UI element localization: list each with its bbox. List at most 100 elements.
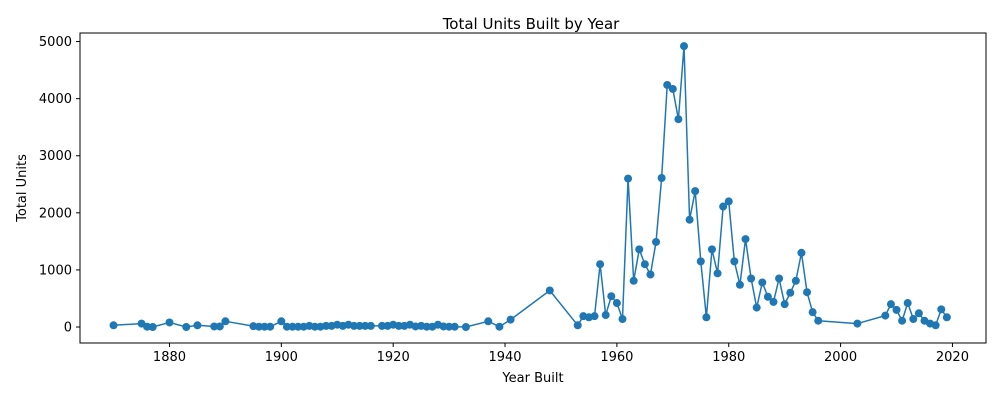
x-axis-title: Year Built [501,371,563,386]
data-point [461,323,470,332]
data-point [484,317,493,326]
data-point [881,311,890,320]
data-point [640,260,649,269]
data-point [719,202,728,211]
data-point [266,322,275,331]
plot-frame [79,32,987,344]
data-point [148,323,157,332]
series-layer [109,42,951,332]
data-point [612,299,621,308]
data-point [769,297,778,306]
x-tick-label: 2000 [824,350,857,365]
data-point [618,315,627,324]
data-point [808,308,817,317]
x-axis: 1880 1900 1920 1940 1960 1980 2000 2020 [153,343,969,365]
data-point [193,321,202,330]
data-point [780,300,789,309]
chart-title: Total Units Built by Year [442,15,620,33]
y-axis-title: Total Units [15,154,30,223]
data-point [361,321,370,330]
data-point [596,260,605,269]
data-point [724,197,733,206]
data-point [394,321,403,330]
data-point [685,215,694,224]
x-tick-label: 1980 [712,350,745,365]
data-point [691,187,700,196]
data-point [652,237,661,246]
data-point [573,321,582,330]
data-point [221,317,230,326]
y-tick-label: 1000 [39,263,72,278]
data-point [545,286,554,295]
data-point [210,322,219,331]
data-point [914,309,923,318]
data-point [886,300,895,309]
data-point [909,315,918,324]
data-point [892,305,901,314]
data-point [814,316,823,325]
data-point [931,321,940,330]
y-tick-label: 3000 [39,149,72,164]
data-point [791,276,800,285]
data-point [495,322,504,331]
data-point [747,274,756,283]
data-point [288,322,297,331]
data-point [294,322,303,331]
y-tick-label: 0 [64,321,72,336]
data-point [713,269,722,278]
data-point [590,312,599,321]
x-tick-label: 2020 [936,350,969,365]
data-point [277,317,286,326]
data-point [942,313,951,322]
data-point [607,292,616,301]
x-tick-label: 1880 [153,350,186,365]
data-point [752,303,761,312]
data-point [350,321,359,330]
data-point [629,276,638,285]
data-point [903,299,912,308]
y-axis: 0 1000 2000 3000 4000 5000 [39,35,80,336]
x-tick-label: 1900 [265,350,298,365]
data-point [366,321,375,330]
data-point [803,288,812,297]
data-point [422,322,431,331]
y-tick-label: 5000 [39,35,72,50]
data-point [696,257,705,266]
x-tick-label: 1940 [488,350,521,365]
data-point [680,42,688,51]
data-point [758,278,767,287]
data-point [657,174,666,183]
data-point [775,274,784,283]
x-tick-label: 1920 [377,350,410,365]
data-point [741,235,750,244]
data-point [506,315,515,324]
data-point [109,321,118,330]
y-tick-label: 4000 [39,92,72,107]
x-tick-label: 1960 [600,350,633,365]
data-point [937,305,946,314]
data-point [646,270,655,279]
data-point [445,322,454,331]
data-point [355,321,364,330]
data-point [898,316,907,325]
data-point [378,321,386,330]
data-point [663,80,672,89]
data-point [254,322,263,331]
y-tick-label: 2000 [39,206,72,221]
data-point [322,321,331,330]
data-point [635,245,644,254]
data-point [282,322,291,331]
data-point [165,318,174,327]
data-point [786,288,795,297]
data-point [182,323,191,332]
data-point [797,248,806,257]
data-point [601,311,610,320]
data-point [702,313,711,322]
data-point [215,322,224,331]
data-point [853,319,862,328]
data-point [730,257,739,266]
data-point [668,84,677,93]
data-point [624,174,633,183]
